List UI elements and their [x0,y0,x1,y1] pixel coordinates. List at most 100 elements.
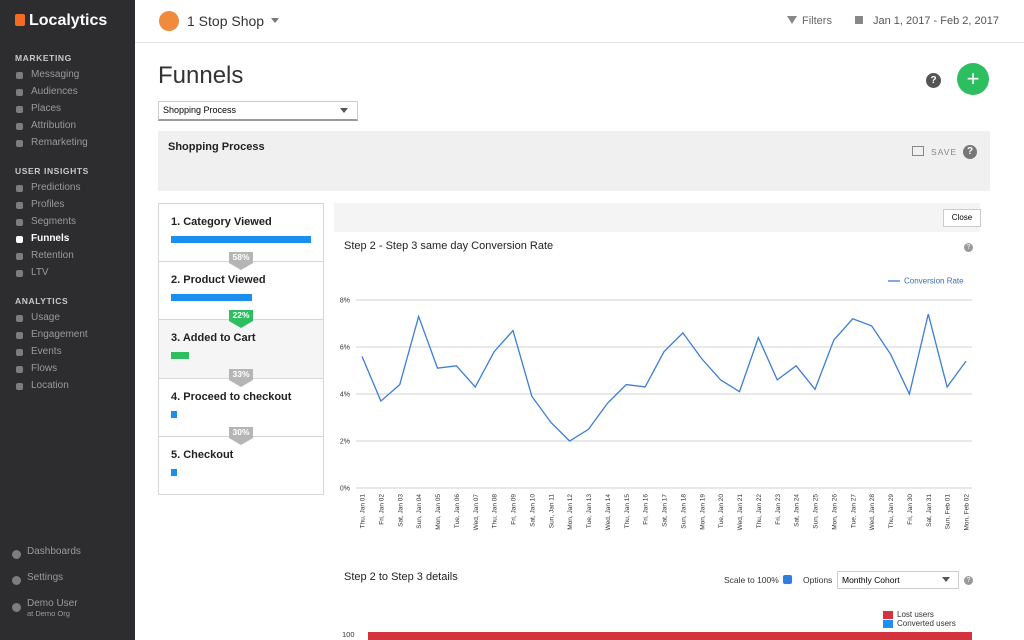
x-tick-label: Thu, Jan 08 [492,494,499,529]
x-tick-label: Wed, Jan 28 [869,494,876,531]
nav-icon [16,253,23,260]
help-icon[interactable]: ? [964,576,973,585]
nav-icon [16,236,23,243]
chart-title: Step 2 - Step 3 same day Conversion Rate [344,240,554,252]
conversion-rate: 58% [229,252,253,263]
nav-icon [16,202,23,209]
details-title: Step 2 to Step 3 details [344,571,458,583]
nav-icon [16,315,23,322]
user-icon [12,603,21,612]
step-label: 3. Added to Cart [171,332,256,344]
nav-item[interactable]: LTV [31,267,49,278]
nav-icon [16,72,23,79]
x-tick-label: Wed, Jan 21 [737,494,744,531]
nav-item[interactable]: Places [31,103,62,114]
options-label: Options [803,575,833,585]
conversion-rate: 33% [229,369,253,380]
help-icon[interactable]: ? [964,243,973,252]
save[interactable]: SAVE [931,147,958,157]
step-label: 1. Category Viewed [171,216,272,228]
date-range[interactable]: Jan 1, 2017 - Feb 2, 2017 [873,15,999,27]
nav-item[interactable]: Usage [31,312,60,323]
summary-name: Shopping Process [168,141,265,153]
page-title: Funnels [158,62,244,89]
scale-toggle[interactable]: Scale to 100% [724,575,779,585]
x-tick-label: Tue, Jan 27 [850,494,857,528]
x-tick-label: Sun, Feb 01 [945,494,952,530]
help-icon[interactable]: ? [963,145,977,159]
x-tick-label: Mon, Jan 19 [699,494,706,530]
x-tick-label: Mon, Jan 26 [831,494,838,530]
nav-icon [16,123,23,130]
nav-item[interactable]: Segments [31,216,77,227]
app-caret[interactable] [271,18,279,23]
add-button[interactable]: + [957,63,989,95]
nav-item[interactable]: Location [31,380,69,391]
y-tick-label: 8% [340,298,350,305]
conversion-arrow [229,380,253,387]
x-tick-label: Tue, Jan 20 [718,494,725,528]
x-tick-label: Thu, Jan 15 [624,494,631,529]
nav-icon [16,366,23,373]
nav-item[interactable]: Profiles [31,199,65,210]
select-caret[interactable] [340,108,348,113]
nav-item[interactable]: Flows [31,363,58,374]
conversion-arrow [229,263,253,270]
brand[interactable]: Localytics [29,12,108,29]
user-name[interactable]: Demo User [27,598,78,609]
y-tick-label: 4% [340,392,350,399]
y-tick-label: 6% [340,345,350,352]
details-panel [334,563,980,640]
nav-icon [12,550,21,559]
nav-item[interactable]: Attribution [31,120,77,131]
nav-item[interactable]: Messaging [31,69,80,80]
scale-checkbox[interactable] [783,575,792,584]
x-tick-label: Sat, Jan 10 [529,494,536,527]
nav-item[interactable]: Dashboards [27,546,81,557]
x-tick-label: Sun, Jan 18 [680,494,687,529]
nav-item[interactable]: Events [31,346,62,357]
nav-icon [16,349,23,356]
user-org: at Demo Org [27,609,70,618]
nav-item[interactable]: Predictions [31,182,81,193]
line [361,313,967,442]
app-name[interactable]: 1 Stop Shop [187,13,265,29]
nav-icon [16,89,23,96]
close-button[interactable]: Close [943,209,981,227]
x-tick-label: Thu, Jan 22 [756,494,763,529]
select-caret[interactable] [942,577,950,582]
nav-item[interactable]: Engagement [31,329,88,340]
conversion-rate: 22% [229,310,253,321]
funnel-select[interactable]: Shopping Process [158,101,358,121]
brand-logo [15,14,25,26]
nav-item[interactable]: Remarketing [31,137,88,148]
filters[interactable]: Filters [802,15,832,27]
y-tick-label: 0% [340,486,350,493]
conversion-arrow [229,438,253,445]
help-icon[interactable]: ? [926,73,941,88]
nav-item[interactable]: Audiences [31,86,78,97]
x-tick-label: Sat, Jan 17 [662,494,669,527]
x-tick-label: Tue, Jan 06 [454,494,461,528]
nav-icon [16,185,23,192]
save-icon[interactable] [912,146,924,156]
x-tick-label: Sun, Jan 04 [416,494,423,529]
x-tick-label: Thu, Jan 29 [888,494,895,529]
x-tick-label: Thu, Jan 01 [360,494,367,529]
x-tick-label: Sun, Jan 11 [548,494,555,529]
legend-label: Lost users [897,610,934,619]
top-bar: 1 Stop Shop Filters Jan 1, 2017 - Feb 2,… [135,0,1024,43]
cohort-select[interactable]: Monthly Cohort [837,571,959,589]
x-tick-label: Mon, Jan 12 [567,494,574,530]
nav-item[interactable]: Settings [27,572,64,583]
x-tick-label: Fri, Jan 16 [643,494,650,525]
nav-item[interactable]: Funnels [31,233,70,244]
nav-icon [16,332,23,339]
stack-band [368,632,972,640]
nav-icon [16,106,23,113]
nav-icon [12,576,21,585]
nav-item[interactable]: Retention [31,250,74,261]
legend-swatch [883,620,893,628]
step-bar [171,469,177,476]
